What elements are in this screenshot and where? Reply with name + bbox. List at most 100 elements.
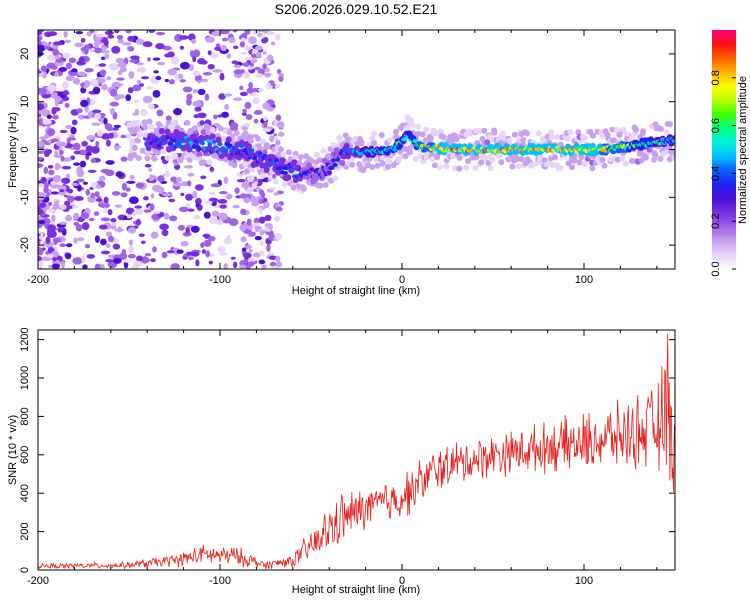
spectrogram-cell: [313, 151, 320, 158]
spectrogram-cell: [275, 261, 283, 268]
spectrogram-cell: [72, 257, 83, 265]
spectrogram-cell: [476, 128, 483, 135]
spectrogram-cell: [57, 226, 65, 232]
spectrogram-cell: [371, 140, 378, 147]
spectrogram-cell: [73, 196, 84, 201]
spectrogram-cell: [463, 164, 470, 171]
spectrogram-xlabel: Height of straight line (km): [292, 285, 420, 297]
spectrogram-cell: [452, 165, 459, 172]
spectrogram-cell: [260, 34, 266, 39]
spectrogram-cell: [296, 159, 303, 166]
spectrogram-cell: [165, 115, 172, 122]
spectrogram-cell: [402, 137, 408, 141]
spectrogram-cell: [179, 35, 189, 40]
spectrogram-cell: [186, 180, 192, 187]
spectrogram-cell: [46, 62, 56, 69]
spectrogram-cell: [242, 108, 247, 113]
spectrogram-cell: [200, 159, 207, 166]
spectrogram-cell: [374, 162, 381, 169]
spectrogram-cell: [105, 160, 115, 165]
spectrogram-cell: [244, 102, 252, 109]
spectrogram-cell: [186, 97, 192, 106]
spectrogram-xtick-label: 100: [575, 274, 593, 286]
spectrogram-cell: [156, 109, 164, 117]
spectrogram-cell: [274, 158, 280, 163]
colorbar-label: Normalized spectral amplitude: [737, 76, 749, 224]
spectrogram-cell: [153, 70, 159, 74]
spectrogram-cell: [90, 192, 95, 199]
spectrogram-cell: [158, 186, 165, 195]
spectrogram-cell: [283, 171, 288, 175]
spectrogram-cell: [223, 176, 229, 185]
spectrogram-cell: [260, 191, 266, 198]
spectrogram-cell: [208, 253, 215, 258]
spectrogram-cell: [67, 195, 75, 203]
spectrogram-cell: [240, 236, 247, 243]
spectrogram-cell: [157, 61, 166, 66]
spectrogram-cell: [52, 202, 60, 210]
spectrogram-ytick: -10: [19, 189, 675, 205]
spectrogram-cell: [215, 43, 221, 48]
spectrogram-cell: [272, 173, 277, 179]
spectrogram-cell: [84, 243, 91, 249]
spectrogram-cell: [150, 258, 156, 263]
spectrogram-cell: [116, 77, 125, 81]
spectrogram-cell: [495, 152, 502, 159]
spectrogram-cell: [40, 65, 48, 72]
spectrogram-cell: [242, 62, 250, 67]
spectrogram-cell: [155, 75, 162, 81]
spectrogram-cell: [129, 174, 135, 180]
spectrogram-cell: [178, 73, 184, 80]
spectrogram-xtick-label: -100: [209, 274, 231, 286]
spectrogram-cell: [275, 206, 283, 212]
spectrogram-cell: [671, 139, 675, 143]
spectrogram-cell: [191, 125, 198, 132]
spectrogram-cell: [109, 88, 118, 97]
spectrogram-cell: [611, 137, 618, 144]
spectrogram-cell: [38, 202, 47, 208]
spectrogram-cell: [109, 101, 120, 107]
spectrogram-cell: [432, 130, 439, 137]
spectrogram-cell: [657, 156, 664, 162]
spectrogram-cell: [263, 201, 270, 209]
spectrogram-cell: [518, 156, 525, 163]
spectrogram-cell: [64, 252, 72, 260]
snr-ytick-label: 400: [19, 484, 31, 502]
spectrogram-cell: [120, 134, 127, 139]
spectrogram-cell: [628, 157, 635, 164]
snr-ytick: 400: [19, 484, 675, 502]
spectrogram-cell: [80, 212, 90, 220]
spectrogram-cell: [581, 136, 587, 143]
spectrogram-cell: [278, 190, 284, 195]
spectrogram-cell: [71, 182, 79, 187]
spectrogram-cell: [114, 145, 122, 149]
spectrogram-cell: [246, 87, 254, 94]
spectrogram-cell: [194, 74, 203, 82]
spectrogram-cell: [524, 130, 530, 137]
spectrogram-cell: [48, 169, 55, 176]
spectrogram-cell: [190, 251, 200, 257]
spectrogram-cell: [208, 260, 213, 265]
spectrogram-cell: [550, 162, 556, 168]
spectrogram-cell: [548, 129, 554, 136]
spectrogram-cell: [151, 232, 158, 239]
spectrogram-cell: [211, 210, 220, 217]
spectrogram-cell: [491, 127, 498, 134]
spectrogram-cell: [278, 75, 284, 82]
spectrogram-cell: [53, 154, 63, 158]
spectrogram-cell: [564, 135, 571, 142]
spectrogram-cell: [65, 243, 73, 248]
spectrogram-cell: [101, 83, 108, 91]
spectrogram-cell: [117, 62, 127, 68]
spectrogram-cell: [144, 163, 152, 168]
spectrogram-cell: [47, 84, 57, 92]
spectrogram-cell: [79, 160, 87, 168]
spectrogram-cell: [180, 241, 189, 247]
spectrogram-cell: [667, 121, 673, 128]
spectrogram-cell: [387, 137, 394, 144]
snr-ytick: 600: [19, 446, 675, 464]
spectrogram-cell: [135, 255, 144, 262]
spectrogram-cell: [42, 118, 52, 126]
spectrogram-cell: [581, 161, 588, 167]
spectrogram-cell: [268, 255, 277, 260]
